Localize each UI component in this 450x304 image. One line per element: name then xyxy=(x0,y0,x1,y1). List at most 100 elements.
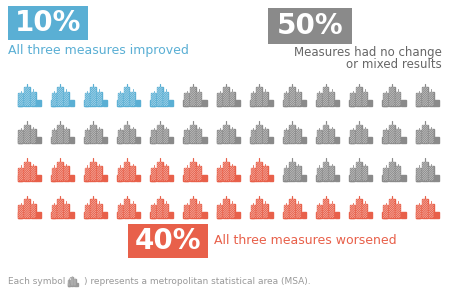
Bar xyxy=(31,166,36,181)
Bar xyxy=(24,199,30,218)
Bar xyxy=(316,175,320,181)
Bar xyxy=(335,175,339,181)
Bar xyxy=(335,212,339,218)
Bar xyxy=(57,87,63,106)
Bar xyxy=(382,175,387,181)
Bar xyxy=(289,199,295,218)
Bar xyxy=(356,87,361,106)
Bar xyxy=(428,166,434,181)
Bar xyxy=(18,175,22,181)
FancyBboxPatch shape xyxy=(8,6,88,40)
Bar xyxy=(383,205,388,218)
Bar xyxy=(368,212,372,218)
Bar xyxy=(150,175,155,181)
Bar xyxy=(163,129,168,143)
Bar xyxy=(70,137,74,143)
Bar xyxy=(362,166,367,181)
Bar xyxy=(230,166,234,181)
Bar xyxy=(422,125,428,143)
Bar xyxy=(197,129,202,143)
Bar xyxy=(57,162,63,181)
Bar xyxy=(36,175,40,181)
Bar xyxy=(356,162,361,181)
Bar xyxy=(217,168,222,181)
Bar xyxy=(289,162,295,181)
Text: All three measures improved: All three measures improved xyxy=(8,44,189,57)
Bar xyxy=(184,205,189,218)
Bar xyxy=(362,203,367,218)
Bar xyxy=(317,130,322,143)
Bar xyxy=(18,93,23,106)
Bar xyxy=(74,279,76,285)
Bar xyxy=(130,129,135,143)
Bar xyxy=(90,199,96,218)
Bar xyxy=(124,87,130,106)
Bar xyxy=(401,212,405,218)
Bar xyxy=(118,130,123,143)
Bar xyxy=(184,100,188,106)
Bar xyxy=(230,92,234,106)
Bar xyxy=(68,280,70,285)
Bar xyxy=(202,175,207,181)
Bar xyxy=(85,205,90,218)
Bar xyxy=(103,175,107,181)
Bar xyxy=(84,212,88,218)
Bar xyxy=(251,93,256,106)
Bar xyxy=(350,168,355,181)
Bar xyxy=(335,100,339,106)
Bar xyxy=(302,137,306,143)
Text: 10%: 10% xyxy=(15,9,81,37)
Bar xyxy=(401,175,405,181)
Bar xyxy=(416,212,420,218)
Bar xyxy=(118,168,123,181)
Bar xyxy=(97,129,102,143)
Bar xyxy=(151,168,156,181)
Bar xyxy=(18,168,23,181)
Bar xyxy=(184,137,188,143)
Bar xyxy=(163,166,168,181)
Bar xyxy=(317,168,322,181)
Bar xyxy=(85,93,90,106)
Text: or mixed results: or mixed results xyxy=(346,58,442,71)
Bar xyxy=(251,130,256,143)
Bar xyxy=(130,166,135,181)
Bar xyxy=(256,162,262,181)
Bar xyxy=(85,130,90,143)
Bar xyxy=(296,129,301,143)
Bar xyxy=(316,137,320,143)
Bar xyxy=(263,166,268,181)
Bar xyxy=(157,125,162,143)
Bar xyxy=(117,137,122,143)
Bar xyxy=(84,100,88,106)
Bar xyxy=(217,130,222,143)
Bar xyxy=(24,162,30,181)
Bar xyxy=(362,129,367,143)
Bar xyxy=(51,137,55,143)
Bar xyxy=(117,175,122,181)
Bar xyxy=(356,199,361,218)
Bar xyxy=(18,212,22,218)
Bar xyxy=(169,212,173,218)
Bar xyxy=(163,203,168,218)
Bar xyxy=(251,205,256,218)
Bar xyxy=(150,100,155,106)
Bar xyxy=(51,100,55,106)
Bar xyxy=(216,137,221,143)
Bar xyxy=(36,212,40,218)
Bar xyxy=(323,87,328,106)
Text: 50%: 50% xyxy=(277,12,343,40)
Bar xyxy=(103,100,107,106)
Bar xyxy=(368,100,372,106)
Bar xyxy=(382,100,387,106)
Bar xyxy=(51,212,55,218)
Bar xyxy=(289,125,295,143)
Bar xyxy=(136,100,140,106)
Bar xyxy=(316,100,320,106)
Bar xyxy=(350,130,355,143)
Bar xyxy=(36,137,40,143)
Bar xyxy=(223,199,229,218)
Bar xyxy=(118,205,123,218)
Bar xyxy=(350,93,355,106)
Bar xyxy=(84,175,88,181)
Bar xyxy=(52,93,57,106)
